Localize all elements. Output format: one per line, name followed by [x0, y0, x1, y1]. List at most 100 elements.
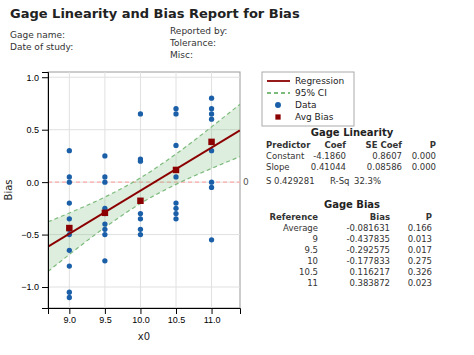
table: Gage BiasReferenceBiasPAverage-0.0816310… — [269, 199, 432, 288]
table-cell: Constant — [266, 151, 305, 161]
data-point — [102, 174, 107, 179]
data-point — [138, 216, 143, 221]
y-axis-line — [42, 73, 49, 309]
table-cell: -4.1860 — [313, 151, 346, 161]
data-point — [173, 216, 178, 221]
y-tick-label: −1.0 — [21, 282, 39, 292]
table-cell: 10.5 — [299, 267, 318, 277]
table-header: SE Coef — [366, 140, 403, 150]
data-point — [138, 111, 143, 116]
x-tick: 9.5 — [99, 308, 112, 325]
table-cell: 0.275 — [408, 256, 432, 266]
header-field: Tolerance: — [169, 38, 216, 48]
x-tick: 9.0 — [64, 308, 77, 325]
grid-line — [104, 72, 105, 308]
y-axis: −1.0 −0.5 0.0 0.5 1.0 — [21, 73, 48, 309]
data-point — [173, 143, 178, 148]
avg-bias-point — [66, 225, 72, 231]
data-point — [67, 263, 72, 268]
legend-entry: Regression — [295, 76, 344, 86]
table-cell: 9 — [313, 234, 318, 244]
y-tick-label: −0.5 — [21, 230, 39, 240]
data-point — [67, 295, 72, 300]
table-cell: -0.177833 — [346, 256, 390, 266]
plot-frame — [48, 72, 240, 308]
x-tick-label: 9.0 — [64, 315, 77, 325]
avg-bias-point — [208, 139, 214, 145]
table-cell: 0.023 — [408, 278, 432, 288]
y-tick: 1.0 — [26, 73, 48, 83]
table-cell: 10 — [307, 256, 318, 266]
table: Gage LinearityPredictorCoefSE CoefPConst… — [266, 127, 436, 186]
table-header: Coef — [324, 140, 346, 150]
x-tick: 11.0 — [204, 308, 221, 325]
table-cell: 0.383872 — [349, 278, 390, 288]
x-axis: 9.0 9.5 10.0 10.5 11.0 — [49, 308, 241, 325]
grid — [48, 72, 240, 308]
header-field: Reported by: — [170, 26, 227, 36]
table-cell: -0.081631 — [346, 223, 390, 233]
y-tick-mark — [42, 130, 48, 131]
table-cell: 0.8607 — [372, 151, 402, 161]
x-tick-label: 9.5 — [99, 315, 112, 325]
data-point — [102, 227, 107, 232]
table-cell: 0.000 — [412, 162, 436, 172]
y-axis-title: Bias — [3, 180, 14, 201]
y-tick: 0.0 — [26, 178, 48, 188]
legend-entry: Data — [295, 100, 317, 110]
data-point — [102, 258, 107, 263]
data-point — [209, 111, 214, 116]
y-tick-label: 0.0 — [26, 178, 39, 188]
header-field: Gage name: — [10, 30, 65, 40]
data-point — [209, 185, 214, 190]
data-point — [67, 148, 72, 153]
reference-label: 0 — [243, 177, 249, 187]
y-tick-mark — [42, 77, 48, 78]
table-header: Reference — [269, 212, 318, 222]
y-tick: −0.5 — [21, 230, 48, 240]
chart: Gage Linearity and Bias Report for BiasG… — [0, 0, 474, 355]
x-tick: 10.5 — [168, 308, 186, 325]
data-point — [209, 96, 214, 101]
data-point — [173, 211, 178, 216]
table-cell: 9.5 — [304, 245, 318, 255]
data-point — [173, 206, 178, 211]
data-point — [173, 200, 178, 205]
table-cell: 0.08586 — [367, 162, 402, 172]
y-tick-mark — [42, 235, 48, 236]
table-cell: Average — [283, 223, 318, 233]
data-point — [209, 179, 214, 184]
x-tick: 10.0 — [132, 308, 150, 325]
table-cell: Slope — [266, 162, 290, 172]
data-point — [102, 232, 107, 237]
data-point — [67, 290, 72, 295]
legend-swatch — [267, 80, 290, 82]
data-point — [173, 106, 178, 111]
x-tick-mark — [69, 308, 70, 314]
y-tick-label: 0.5 — [26, 125, 39, 135]
x-tick-mark — [105, 308, 106, 314]
data-point — [173, 111, 178, 116]
data-point — [67, 216, 72, 221]
data-point — [138, 232, 143, 237]
data-point — [102, 153, 107, 158]
x-axis-title: x0 — [138, 331, 150, 342]
table-cell: 0.013 — [408, 234, 432, 244]
legend-entry: Avg Bias — [295, 112, 334, 122]
data-point — [67, 248, 72, 253]
y-tick: −1.0 — [21, 282, 48, 292]
table-stat-label: S — [266, 176, 271, 186]
grid-line — [69, 72, 70, 308]
data-point — [209, 106, 214, 111]
data-point — [138, 156, 143, 161]
x-tick-label: 10.0 — [132, 315, 150, 325]
legend-swatch — [275, 114, 280, 119]
table-header: P — [426, 212, 432, 222]
x-tick-mark — [176, 308, 177, 314]
table-cell: 0.017 — [408, 245, 432, 255]
header-field: Date of study: — [10, 42, 73, 52]
avg-bias-point — [137, 198, 143, 204]
table-cell: 0.000 — [412, 151, 436, 161]
table-cell: 0.116217 — [349, 267, 390, 277]
data-point — [102, 221, 107, 226]
